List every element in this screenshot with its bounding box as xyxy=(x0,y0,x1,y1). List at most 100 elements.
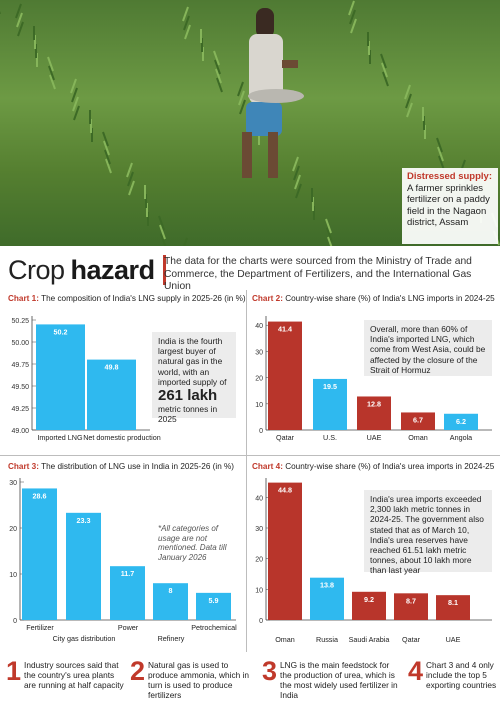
chart3-ytick-label-2: 20 xyxy=(9,526,17,533)
chart2-category-label-4: Angola xyxy=(450,433,472,442)
chart3-bar-3 xyxy=(153,583,188,620)
chart2-title: Chart 2: Country-wise share (%) of India… xyxy=(252,294,495,304)
chart4-svg: 0 10 20 30 40 44.8 Oman 13.8 Russia 9.2 Saudi Arab… xyxy=(255,478,492,644)
footer-num-4: 4 xyxy=(408,656,424,686)
headline: Crop hazard xyxy=(8,252,174,288)
footer-text-1: Industry sources said that the country's… xyxy=(24,660,124,690)
footer-text-3: LNG is the main feedstock for the produc… xyxy=(280,660,398,700)
chart2-value-label-3: 6.7 xyxy=(413,415,423,424)
chart2-bar-4 xyxy=(444,413,478,430)
chart3-ytick-label-0: 0 xyxy=(13,618,17,625)
chart3-category-label-3: Refinery xyxy=(158,634,185,643)
chart4-note: India's urea imports exceeded 2,300 lakh… xyxy=(364,490,492,576)
chart4-category-label-2: Saudi Arabia xyxy=(349,635,390,644)
chart4-value-label-2: 9.2 xyxy=(364,595,374,604)
chart4-note-text: India's urea imports exceeded 2,300 lakh… xyxy=(370,494,484,576)
footer-item-1: 1 Industry sources said that the country… xyxy=(6,656,124,691)
chart3-value-label-0: 28.6 xyxy=(33,491,47,500)
vertical-divider xyxy=(246,290,247,652)
chart3-category-label-0: Fertilizer xyxy=(26,623,54,632)
chart1-ytick-label-0: 49.00 xyxy=(11,428,29,435)
chart3-ytick-label-1: 10 xyxy=(9,572,17,579)
chart4-bar-3 xyxy=(394,593,428,620)
chart4-ytick-label-4: 40 xyxy=(255,495,263,502)
footer-item-3: 3 LNG is the main feedstock for the prod… xyxy=(262,658,402,701)
footer-item-4: 4 Chart 3 and 4 only include the top 5 e… xyxy=(408,656,498,691)
chart2-category-label-0: Qatar xyxy=(276,433,295,442)
horizontal-divider xyxy=(0,455,500,456)
footer-notes: 1 Industry sources said that the country… xyxy=(0,654,500,701)
chart4-bar-1 xyxy=(310,577,344,620)
chart3-ytick-label-3: 30 xyxy=(9,480,17,487)
chart4-category-label-3: Qatar xyxy=(402,635,421,644)
chart4-bar-4 xyxy=(436,595,470,620)
chart3-note-text: *All categories of usage are not mention… xyxy=(158,524,227,562)
chart2-note: Overall, more than 60% of India's import… xyxy=(364,320,492,376)
chart3-category-label-4: Petrochemical xyxy=(191,623,237,632)
chart1-note-text: India is the fourth largest buyer of nat… xyxy=(158,336,227,387)
chart2-ytick-label-3: 30 xyxy=(255,349,263,356)
chart2-ytick-label-4: 40 xyxy=(255,323,263,330)
chart4-title: Chart 4: Country-wise share (%) of India… xyxy=(252,462,494,472)
chart1-ytick-label-1: 49.25 xyxy=(11,406,29,413)
chart4-ytick-label-3: 30 xyxy=(255,526,263,533)
footer-text-2: Natural gas is used to produce ammonia, … xyxy=(148,660,250,700)
chart1-title-text: The composition of India's LNG supply in… xyxy=(38,294,246,303)
chart4-ytick-label-2: 20 xyxy=(255,557,263,564)
caption-text: A farmer sprinkles fertilizer on a paddy… xyxy=(407,182,490,229)
chart2-bar-2 xyxy=(357,396,391,430)
chart2-value-label-4: 6.2 xyxy=(456,417,466,426)
chart3-category-label-2: Power xyxy=(118,623,139,632)
chart3-value-label-2: 11.7 xyxy=(121,569,135,578)
chart4-value-label-3: 8.7 xyxy=(406,596,416,605)
chart4-title-text: Country-wise share (%) of India's urea i… xyxy=(282,462,495,471)
chart2-bar-0 xyxy=(268,321,302,430)
chart2-category-label-1: U.S. xyxy=(323,433,337,442)
chart3-bar-0 xyxy=(22,488,57,620)
chart4-ytick-label-1: 10 xyxy=(255,587,263,594)
source-note: The data for the charts were sourced fro… xyxy=(164,256,472,292)
chart1-svg: 49.00 49.25 49.50 49.75 50.00 50.25 50.2 Import… xyxy=(11,316,161,442)
chart1-label: Chart 1: xyxy=(8,294,39,303)
chart2-value-label-2: 12.8 xyxy=(367,399,381,408)
farmer-paddy-photo: Distressed supply: A farmer sprinkles fe… xyxy=(0,0,500,246)
chart2-bar-1 xyxy=(313,378,347,430)
chart1-title: Chart 1: The composition of India's LNG … xyxy=(8,294,246,304)
chart2-category-label-2: UAE xyxy=(367,433,382,442)
chart3-svg: 0 10 20 30 28.6 Fertilizer 23.3 City gas distri… xyxy=(9,478,237,643)
chart3-label: Chart 3: xyxy=(8,462,39,471)
chart3-bar-2 xyxy=(110,566,145,620)
chart1-note-big: 261 lakh xyxy=(158,387,218,405)
chart2-value-label-0: 41.4 xyxy=(278,325,292,334)
chart4-bar-2 xyxy=(352,591,386,620)
chart1-note: India is the fourth largest buyer of nat… xyxy=(152,332,236,424)
chart4-category-label-1: Russia xyxy=(316,635,338,644)
footer-item-2: 2 Natural gas is used to produce ammonia… xyxy=(130,658,254,701)
chart4-ytick-label-0: 0 xyxy=(259,618,263,625)
chart2-ytick-label-2: 20 xyxy=(255,376,263,383)
chart4-category-label-0: Oman xyxy=(275,635,295,644)
chart2-svg: 0 10 20 30 40 41.4 Qatar 19.5 U.S. 12.8 UAE 6.7 Oman… xyxy=(255,316,492,442)
farmer-figure xyxy=(242,8,304,178)
caption-lead: Distressed supply: xyxy=(407,171,492,182)
chart1-category-label-0: Imported LNG xyxy=(37,433,83,442)
chart1-note-end: metric tonnes in 2025 xyxy=(158,404,218,425)
chart2-ytick-label-1: 10 xyxy=(255,402,263,409)
chart2-label: Chart 2: xyxy=(252,294,283,303)
chart2-title-text: Country-wise share (%) of India's LNG im… xyxy=(282,294,495,303)
chart3-title-text: The distribution of LNG use in India in … xyxy=(38,462,235,471)
chart4-value-label-1: 13.8 xyxy=(320,581,334,590)
chart1-bar-0 xyxy=(36,324,85,430)
headline-divider xyxy=(162,255,166,285)
chart4-category-label-4: UAE xyxy=(446,635,461,644)
chart4-label: Chart 4: xyxy=(252,462,283,471)
chart1-ytick-label-2: 49.50 xyxy=(11,384,29,391)
chart4-value-label-4: 8.1 xyxy=(448,598,458,607)
chart1-ytick-label-5: 50.25 xyxy=(11,318,29,325)
footer-num-1: 1 xyxy=(6,656,22,686)
chart1-value-label-1: 49.8 xyxy=(105,363,119,372)
photo-caption: Distressed supply: A farmer sprinkles fe… xyxy=(402,168,498,244)
headline-light: Crop xyxy=(8,254,65,285)
chart2-category-label-3: Oman xyxy=(408,433,428,442)
chart1-category-label-1: Net domestic production xyxy=(83,433,161,442)
